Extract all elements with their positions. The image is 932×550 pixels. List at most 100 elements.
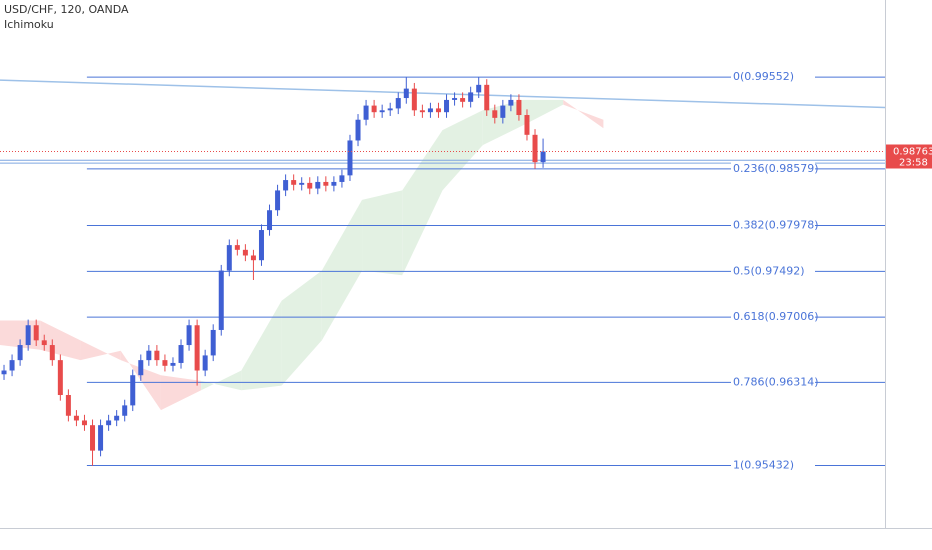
fib-label: 0(0.99552) [733, 70, 794, 83]
candle-body [98, 425, 104, 451]
candle-body [500, 105, 506, 118]
cloud-segment [321, 199, 363, 341]
candle-body [138, 360, 144, 376]
last-price-tag [886, 144, 932, 169]
cloud-segment [281, 270, 322, 386]
fib-label: 1(0.95432) [733, 459, 794, 472]
candle-body [411, 88, 417, 111]
candle-body [146, 350, 152, 361]
candle-body [162, 360, 168, 366]
candle-body [275, 190, 281, 211]
candle-body [516, 99, 522, 116]
candle-body [484, 84, 490, 111]
candle-body [299, 182, 305, 185]
fib-label-bg [731, 70, 815, 85]
fib-label: 0.618(0.97006) [733, 310, 819, 323]
fib-label: 0.236(0.98579) [733, 162, 819, 175]
cloud-segment [402, 130, 443, 276]
candle-body [452, 98, 458, 100]
candle-body [186, 325, 192, 346]
fib-label-bg [731, 458, 815, 473]
fib-label-bg [731, 264, 815, 279]
candle-body [331, 181, 337, 186]
candle-body [476, 84, 482, 93]
candle-body [81, 420, 87, 426]
candle-body [226, 245, 232, 271]
candle-body [468, 92, 474, 102]
cloud-segment [522, 99, 564, 126]
candle-body [1, 370, 7, 375]
candle-body [387, 108, 393, 111]
candle-body [363, 105, 369, 120]
candle-body [17, 345, 23, 361]
candle-body [307, 182, 313, 189]
candle-body [371, 105, 377, 113]
candle-body [427, 108, 433, 113]
cloud-segment [201, 370, 242, 391]
fib-label: 0.786(0.96314) [733, 375, 819, 388]
fib-label: 0.5(0.97492) [733, 264, 805, 277]
candle-body [524, 115, 530, 135]
cloud-segment [80, 340, 121, 361]
fib-label: 0.382(0.97978) [733, 219, 819, 232]
candle-body [315, 181, 321, 189]
candle-body [106, 420, 112, 426]
fib-label-bg [731, 218, 815, 233]
candle-body [242, 249, 248, 256]
candle-body [444, 99, 450, 113]
candle-body [9, 360, 15, 371]
candle-body [65, 395, 71, 416]
fib-label-bg [731, 161, 815, 176]
candle-body [25, 325, 31, 346]
candle-body [194, 325, 200, 371]
candle-body [339, 175, 345, 182]
candle-body [130, 375, 136, 406]
candle-body [250, 255, 256, 261]
candle-body [154, 350, 160, 361]
cloud-segment [362, 190, 403, 276]
candle-body [202, 355, 208, 371]
plot: 0(0.99552) 0.236(0.98579) 0.382(0.97978) 0.… [0, 70, 886, 473]
candle-body [122, 405, 128, 416]
candle-body [170, 362, 176, 366]
trend-line [0, 79, 886, 109]
countdown: 23:58 [899, 158, 928, 169]
candle-body [33, 325, 39, 341]
candle-body [323, 181, 329, 186]
cloud-segment [241, 300, 282, 391]
candle-body [178, 345, 184, 363]
candle-body [114, 415, 120, 421]
candle-body [403, 88, 409, 99]
candle-body [347, 140, 353, 176]
candle-body [218, 270, 224, 330]
cloud-segment [160, 375, 202, 411]
last-price-label: 0.98763 [893, 147, 932, 158]
candle-body [460, 98, 466, 102]
candle-body [258, 230, 264, 261]
candle-body [395, 98, 401, 109]
candle-body [379, 110, 385, 113]
candle-body [267, 210, 273, 231]
candle-body [73, 415, 79, 421]
candle-body [41, 340, 47, 346]
candle-body [234, 245, 240, 250]
candle-body [210, 329, 216, 356]
candle-body [492, 110, 498, 118]
cloud-segment [442, 110, 483, 191]
candle-body [508, 99, 514, 106]
candle-body [532, 134, 538, 163]
candle-body [540, 151, 546, 163]
candle-body [283, 180, 289, 191]
candle-body [90, 425, 96, 451]
candle-body [49, 345, 55, 361]
candle-body [57, 360, 63, 396]
candle-body [355, 119, 361, 141]
cloud-segment [563, 99, 604, 129]
symbol: USD/CHF, 120, OANDA [4, 3, 129, 16]
fib-label-bg [731, 310, 815, 325]
candle-body [435, 108, 441, 113]
fib-label-bg [731, 375, 815, 390]
candle-body [419, 110, 425, 113]
